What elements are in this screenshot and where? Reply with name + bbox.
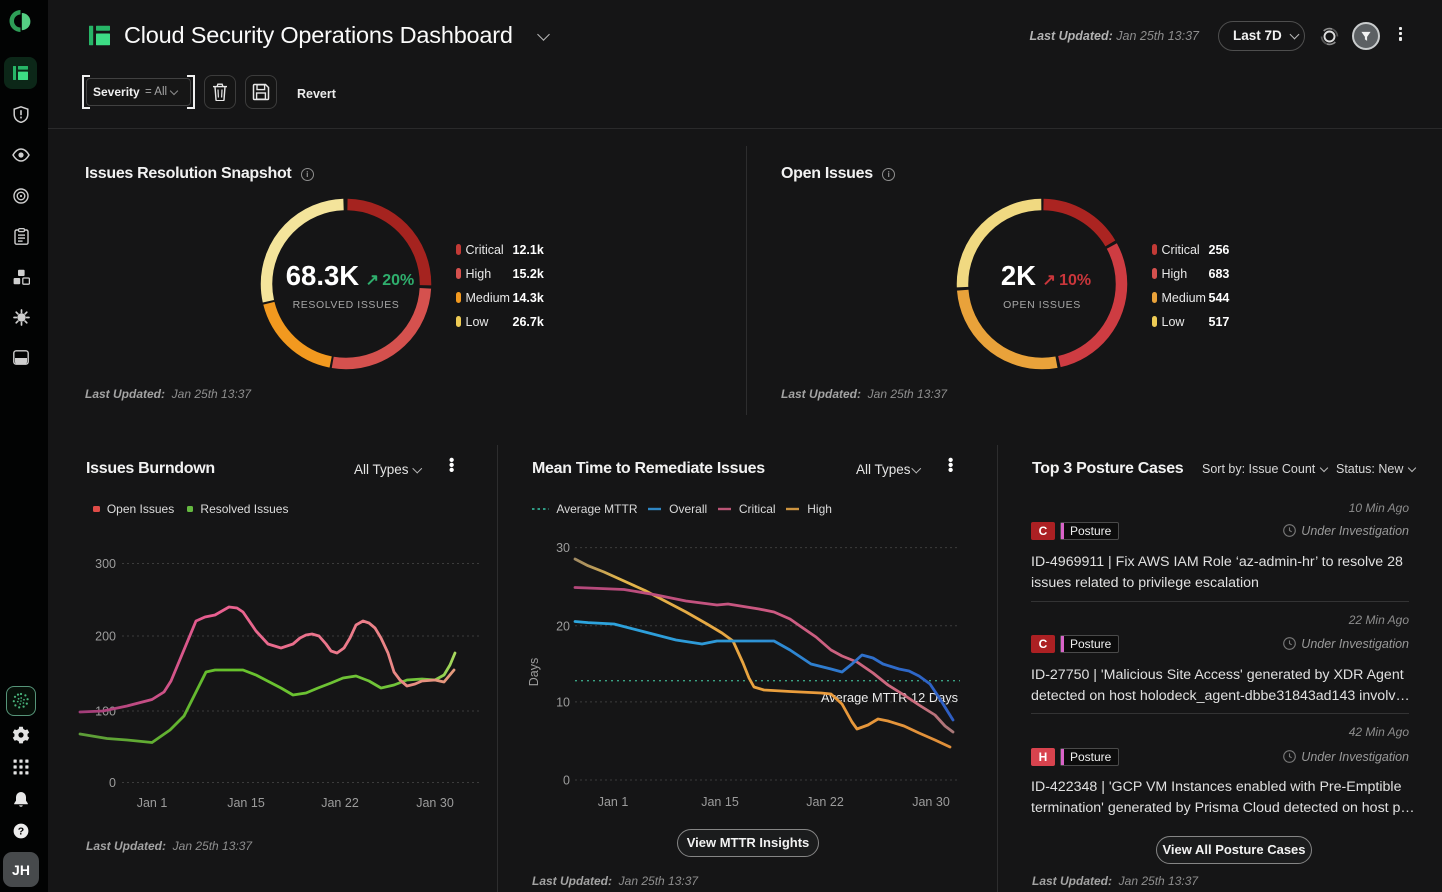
- svg-text:Jan 15: Jan 15: [701, 795, 739, 809]
- svg-text:0: 0: [563, 774, 570, 788]
- svg-text:?: ?: [18, 826, 24, 838]
- svg-text:20: 20: [556, 620, 570, 634]
- svg-text:Jan 22: Jan 22: [806, 795, 844, 809]
- svg-text:Jan 30: Jan 30: [416, 796, 454, 810]
- svg-text:Jan 1: Jan 1: [137, 796, 168, 810]
- svg-text:0: 0: [109, 776, 116, 790]
- svg-text:300: 300: [95, 557, 116, 571]
- svg-text:30: 30: [556, 541, 570, 555]
- svg-text:200: 200: [95, 630, 116, 644]
- svg-text:Jan 15: Jan 15: [227, 796, 265, 810]
- svg-text:Average MTTR 12 Days: Average MTTR 12 Days: [821, 690, 958, 705]
- svg-text:Jan 1: Jan 1: [598, 795, 629, 809]
- svg-text:Jan 30: Jan 30: [912, 795, 950, 809]
- svg-text:10: 10: [556, 696, 570, 710]
- svg-text:Jan 22: Jan 22: [321, 796, 359, 810]
- svg-text:Days: Days: [528, 658, 541, 686]
